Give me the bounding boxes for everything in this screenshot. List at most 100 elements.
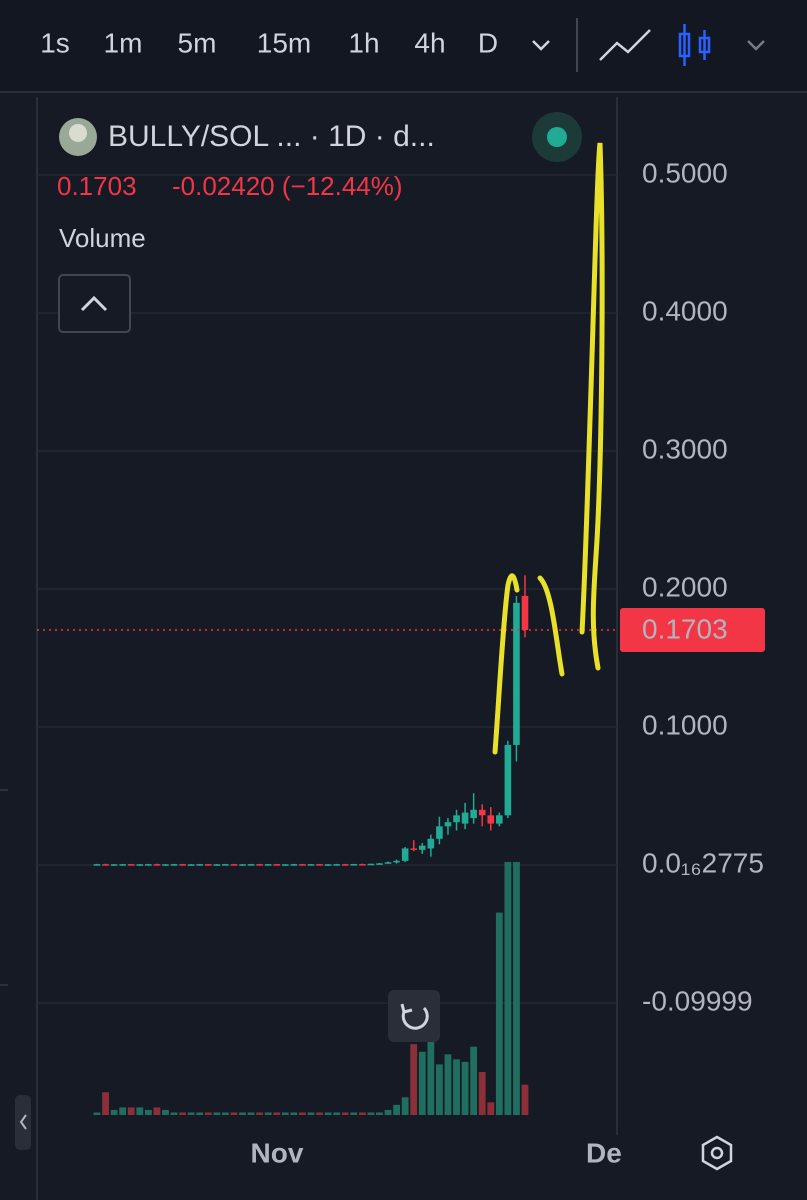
interval-button[interactable]: 4h (414, 27, 445, 58)
candle-body (359, 864, 366, 866)
volume-bar (453, 1059, 460, 1115)
volume-bar (273, 1112, 281, 1115)
volume-bar (144, 1109, 152, 1115)
candle-style-icon[interactable] (678, 24, 711, 66)
volume-bar (376, 1112, 383, 1115)
volume-bar (93, 1112, 101, 1115)
volume-bar (307, 1112, 315, 1115)
volume-bar (239, 1112, 246, 1115)
candle-body (341, 864, 349, 866)
interval-button[interactable]: 1s (40, 27, 70, 58)
interval-button[interactable]: 15m (257, 27, 311, 58)
x-tick-label: Nov (251, 1137, 304, 1168)
volume-bar (324, 1112, 332, 1115)
volume-bar (102, 1092, 109, 1115)
volume-bar (341, 1112, 349, 1115)
y-tick-label: 0.1000 (642, 709, 728, 740)
candle-body (376, 863, 383, 865)
candle-body (179, 864, 186, 866)
candle-body (436, 826, 443, 839)
candle-body (418, 845, 426, 850)
y-tick-label: 0.4000 (642, 295, 728, 326)
price-change: -0.02420 (−12.44%) (172, 171, 403, 201)
volume-bar (290, 1112, 298, 1115)
candle-body (136, 864, 144, 866)
candle-body (222, 864, 229, 866)
style-dropdown[interactable] (747, 40, 765, 51)
side-toggle[interactable] (15, 1095, 31, 1150)
candle-body (162, 864, 169, 866)
interval-dropdown[interactable] (532, 40, 550, 51)
volume-bar (230, 1112, 238, 1115)
volume-bar (358, 1112, 366, 1115)
settings-center (710, 1146, 724, 1160)
volume-bar (418, 1051, 426, 1115)
candle-body (521, 595, 529, 630)
volume-bar (187, 1112, 195, 1115)
y-tick-label: 0.3000 (642, 433, 728, 464)
volume-bar (256, 1112, 264, 1115)
candle-body (282, 864, 289, 866)
interval-button[interactable]: 1m (104, 27, 143, 58)
candle-body (273, 864, 281, 866)
volume-bar (127, 1107, 135, 1115)
volume-bar (247, 1112, 255, 1115)
volume-bar (204, 1112, 212, 1115)
volume-bar (136, 1107, 144, 1115)
reset-button[interactable] (388, 990, 440, 1042)
volume-bar (401, 1097, 409, 1115)
volume-bar (495, 912, 503, 1115)
candle-body (470, 809, 477, 819)
volume-bar (196, 1112, 204, 1115)
candle-body (504, 744, 512, 816)
volume-bar (367, 1112, 375, 1115)
volume-bar (504, 862, 512, 1115)
candle-body (427, 838, 435, 849)
line-style-icon[interactable] (599, 29, 651, 61)
interval-button[interactable]: 1h (348, 27, 379, 58)
volume-bar (264, 1112, 272, 1115)
volume-bar (281, 1112, 289, 1115)
volume-bar (487, 1102, 495, 1115)
candle-body (256, 864, 263, 866)
x-tick-label: De (586, 1137, 622, 1168)
indicator-label: Volume (59, 223, 146, 253)
candle-body (119, 864, 126, 866)
candle-body (170, 864, 178, 866)
price-tag (620, 607, 765, 652)
volume-bar (179, 1112, 186, 1115)
candle-body (324, 864, 332, 866)
y-tick-label: 0.2000 (642, 571, 728, 602)
candle-body (461, 812, 469, 824)
volume-bar (444, 1054, 452, 1115)
candle-body (93, 864, 101, 866)
interval-button[interactable]: D (478, 27, 498, 58)
volume-bar (222, 1112, 229, 1115)
interval-button[interactable]: 5m (178, 27, 217, 58)
reset-arrow (400, 1003, 413, 1014)
volume-bar (427, 1039, 435, 1115)
price: 0.1703 (57, 171, 137, 201)
candle-body (307, 864, 315, 866)
volume-bar (110, 1109, 118, 1115)
volume-bar (470, 1046, 478, 1115)
candle-body (410, 848, 418, 850)
volume-bar (461, 1061, 469, 1115)
price-tag-text: 0.1703 (642, 613, 728, 644)
chevron-up (80, 295, 108, 312)
candle-body (316, 864, 323, 866)
candle-body (444, 822, 452, 827)
side-chevron (19, 1114, 27, 1130)
collapse-button[interactable] (58, 274, 131, 333)
candle-body (333, 864, 340, 866)
candle-body (513, 602, 520, 745)
candle-body (239, 864, 246, 866)
interval-group: 1s 1m 5m 15m 1h 4h D (40, 27, 498, 58)
volume-bar (119, 1107, 127, 1115)
volume-bar (170, 1112, 178, 1115)
avatar-face (69, 124, 87, 142)
candle-body (213, 864, 221, 866)
settings-icon[interactable] (701, 1135, 733, 1171)
symbol-title[interactable]: BULLY/SOL ... · 1D · d... (108, 120, 435, 153)
volume-bar (153, 1107, 161, 1115)
